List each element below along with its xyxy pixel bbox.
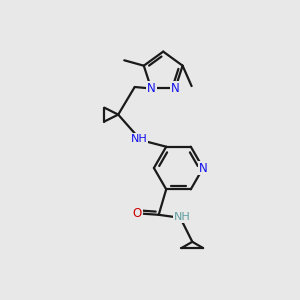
Text: N: N <box>171 82 180 95</box>
Text: N: N <box>147 82 156 95</box>
Text: NH: NH <box>131 134 148 144</box>
Text: N: N <box>199 161 208 175</box>
Text: O: O <box>133 207 142 220</box>
Text: NH: NH <box>173 212 190 222</box>
